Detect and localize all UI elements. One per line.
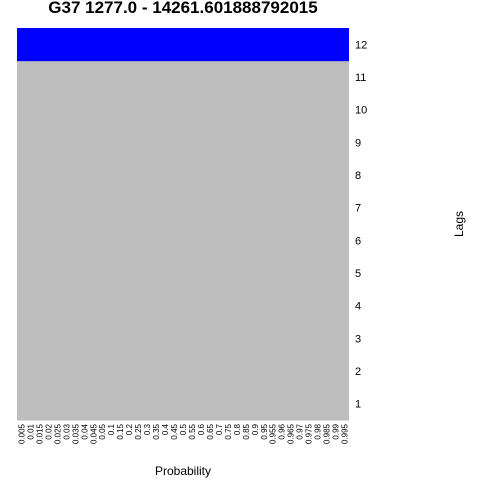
heatmap-row-lag-2: [17, 354, 349, 388]
heatmap-row-lag-7: [17, 191, 349, 225]
y-tick-label: 2: [355, 366, 361, 378]
x-tick-label: 0.35: [152, 423, 161, 439]
x-tick-label: 0.04: [80, 423, 89, 439]
x-tick-label: 0.15: [116, 423, 125, 439]
x-tick-label: 0.975: [305, 423, 314, 444]
y-tick-label: 3: [355, 333, 361, 345]
y-tick-label: 1: [355, 399, 361, 411]
y-tick-label: 5: [355, 268, 361, 280]
x-tick-label: 0.005: [17, 423, 26, 444]
x-tick-label: 0.95: [260, 423, 269, 439]
x-tick-label: 0.6: [197, 423, 206, 435]
x-tick-label: 0.2: [125, 423, 134, 435]
x-tick-label: 0.02: [44, 423, 53, 439]
y-axis-label: Lags: [452, 211, 466, 237]
y-tick-label: 8: [355, 170, 361, 182]
heatmap-row-lag-10: [17, 93, 349, 127]
x-tick-label: 0.045: [89, 423, 98, 444]
x-tick-label: 0.9: [251, 423, 260, 435]
x-tick-label: 0.05: [98, 423, 107, 439]
heatmap-row-lag-8: [17, 158, 349, 192]
x-tick-label: 0.7: [215, 423, 224, 435]
y-tick-label: 11: [355, 72, 366, 84]
x-tick-label: 0.5: [179, 423, 188, 435]
x-tick-label: 0.96: [278, 423, 287, 439]
y-tick-label: 4: [355, 301, 361, 313]
heatmap-row-lag-4: [17, 289, 349, 323]
x-tick-label: 0.85: [242, 423, 251, 439]
heatmap-cells: [17, 28, 349, 421]
heatmap-row-lag-5: [17, 256, 349, 290]
y-tick-label: 7: [355, 203, 361, 215]
x-axis-label: Probability: [155, 464, 211, 478]
x-tick-label: 0.3: [143, 423, 152, 435]
x-tick-label: 0.65: [206, 423, 215, 439]
x-tick-label: 0.45: [170, 423, 179, 439]
x-tick-label: 0.4: [161, 423, 170, 435]
x-tick-label: 0.955: [269, 423, 278, 444]
x-tick-label: 0.015: [35, 423, 44, 444]
y-tick-label: 12: [355, 39, 367, 51]
y-tick-label: 9: [355, 137, 361, 149]
x-tick-label: 0.8: [233, 423, 242, 435]
x-tick-label: 0.55: [188, 423, 197, 439]
x-tick-label: 0.025: [53, 423, 62, 444]
x-tick-label: 0.965: [287, 423, 296, 444]
x-tick-label: 0.75: [224, 423, 233, 439]
x-tick-label: 0.03: [62, 423, 71, 439]
heatmap-row-lag-6: [17, 224, 349, 258]
heatmap-row-lag-1: [17, 387, 349, 421]
x-tick-label: 0.99: [332, 423, 341, 439]
heatmap-row-lag-11: [17, 60, 349, 94]
x-tick-label: 0.1: [107, 423, 116, 435]
x-tick-label: 0.25: [134, 423, 143, 439]
y-tick-label: 6: [355, 235, 361, 247]
x-tick-label: 0.01: [26, 423, 35, 439]
heatmap-row-lag-12: [17, 28, 349, 62]
heatmap-row-lag-3: [17, 322, 349, 356]
chart-title: G37 1277.0 - 14261.601888792015: [48, 0, 317, 17]
x-tick-label: 0.995: [341, 423, 350, 444]
x-tick-labels: 0.005 0.01 0.015 0.02 0.025 0.03 0.035 0.04 0.04…: [17, 423, 349, 444]
y-tick-label: 10: [355, 105, 367, 117]
heatmap-row-lag-9: [17, 126, 349, 160]
x-tick-label: 0.035: [71, 423, 80, 444]
x-tick-label: 0.97: [296, 423, 305, 439]
x-tick-label: 0.985: [323, 423, 332, 444]
x-tick-label: 0.98: [314, 423, 323, 439]
